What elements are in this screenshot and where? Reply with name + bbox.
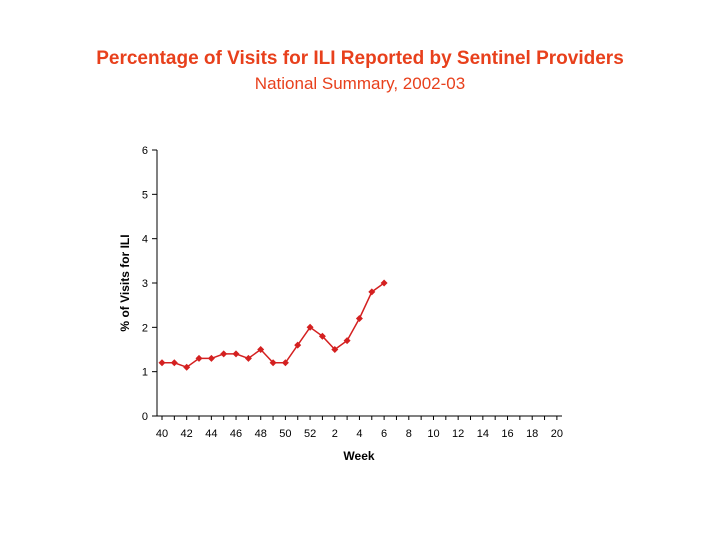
y-tick-label: 6 bbox=[142, 145, 148, 157]
y-tick-label: 1 bbox=[142, 367, 148, 379]
x-tick-label: 12 bbox=[452, 428, 464, 440]
data-point bbox=[183, 363, 191, 371]
chart-ticks bbox=[152, 149, 558, 420]
data-point bbox=[306, 323, 314, 331]
series-line bbox=[162, 282, 385, 369]
x-tick-label: 2 bbox=[332, 428, 338, 440]
y-axis-label: % of Visits for ILI bbox=[118, 234, 132, 331]
y-tick-label: 2 bbox=[142, 322, 148, 334]
x-tick-label: 10 bbox=[427, 428, 439, 440]
data-point bbox=[318, 332, 326, 340]
x-tick-label: 14 bbox=[477, 428, 489, 440]
x-tick-label: 40 bbox=[156, 428, 168, 440]
chart-subtitle: National Summary, 2002-03 bbox=[254, 74, 466, 93]
data-point bbox=[294, 341, 302, 349]
x-tick-label: 42 bbox=[181, 428, 193, 440]
x-tick-label: 52 bbox=[304, 428, 316, 440]
x-tick-label: 44 bbox=[205, 428, 217, 440]
chart-axes bbox=[156, 150, 562, 417]
x-tick-label: 16 bbox=[501, 428, 513, 440]
x-axis-label: Week bbox=[343, 449, 374, 463]
data-point bbox=[220, 350, 228, 358]
x-tick-label: 48 bbox=[255, 428, 267, 440]
data-point bbox=[257, 346, 265, 353]
data-point bbox=[331, 346, 339, 353]
y-tick-label: 5 bbox=[142, 189, 148, 201]
data-point bbox=[244, 354, 252, 362]
data-point bbox=[355, 315, 363, 322]
data-point bbox=[380, 279, 388, 287]
x-tick-label: 8 bbox=[406, 428, 412, 440]
x-tick-label: 18 bbox=[526, 428, 538, 440]
data-point bbox=[170, 359, 178, 367]
x-tick-label: 20 bbox=[551, 428, 563, 440]
data-point bbox=[368, 288, 376, 296]
data-point bbox=[281, 359, 289, 367]
data-point bbox=[195, 354, 203, 362]
data-point bbox=[158, 359, 166, 367]
data-point bbox=[207, 354, 215, 362]
y-tick-label: 3 bbox=[142, 278, 148, 290]
chart-series bbox=[158, 279, 388, 371]
data-point bbox=[269, 359, 277, 367]
chart-title: Percentage of Visits for ILI Reported by… bbox=[96, 48, 624, 69]
x-tick-label: 50 bbox=[279, 428, 291, 440]
y-tick-label: 0 bbox=[142, 411, 148, 423]
data-point bbox=[343, 337, 351, 345]
x-tick-label: 46 bbox=[230, 428, 242, 440]
x-tick-label: 4 bbox=[356, 428, 362, 440]
data-point bbox=[232, 350, 240, 358]
y-tick-label: 4 bbox=[142, 234, 148, 246]
x-tick-label: 6 bbox=[381, 428, 387, 440]
